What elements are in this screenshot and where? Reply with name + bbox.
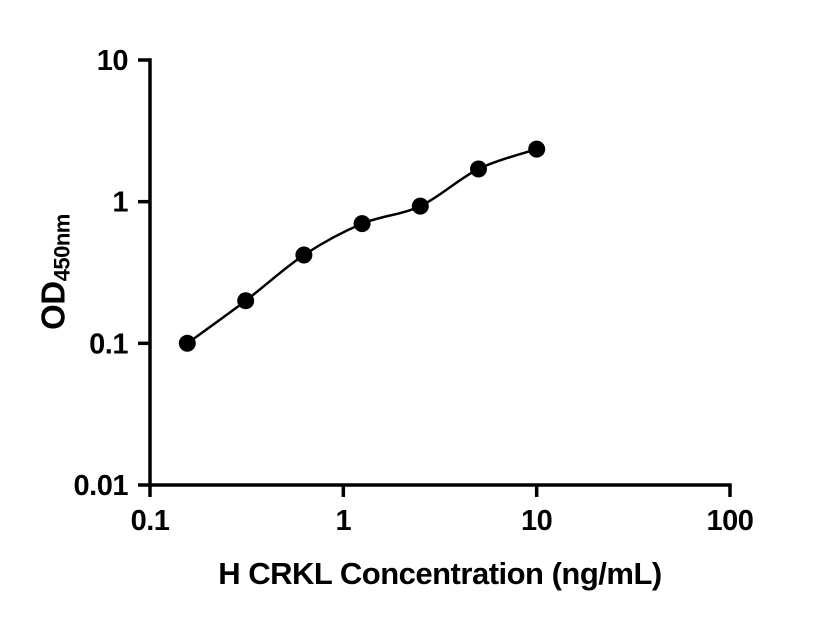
y-tick-label: 10 <box>97 45 128 77</box>
x-tick-label: 1 <box>336 505 352 537</box>
y-tick-label: 0.01 <box>74 470 129 502</box>
y-tick-label: 1 <box>112 187 128 219</box>
data-point <box>528 140 546 158</box>
x-tick-label: 10 <box>521 505 552 537</box>
data-point <box>178 334 196 352</box>
data-point <box>295 246 313 264</box>
data-point <box>411 197 429 215</box>
x-tick-label: 0.1 <box>131 505 170 537</box>
x-tick-label: 100 <box>707 505 754 537</box>
data-point <box>470 160 487 178</box>
data-point <box>237 292 255 310</box>
y-tick-label: 0.1 <box>89 328 128 360</box>
data-point <box>353 215 371 233</box>
fit-curve <box>186 147 538 345</box>
axis-lines <box>148 58 732 487</box>
